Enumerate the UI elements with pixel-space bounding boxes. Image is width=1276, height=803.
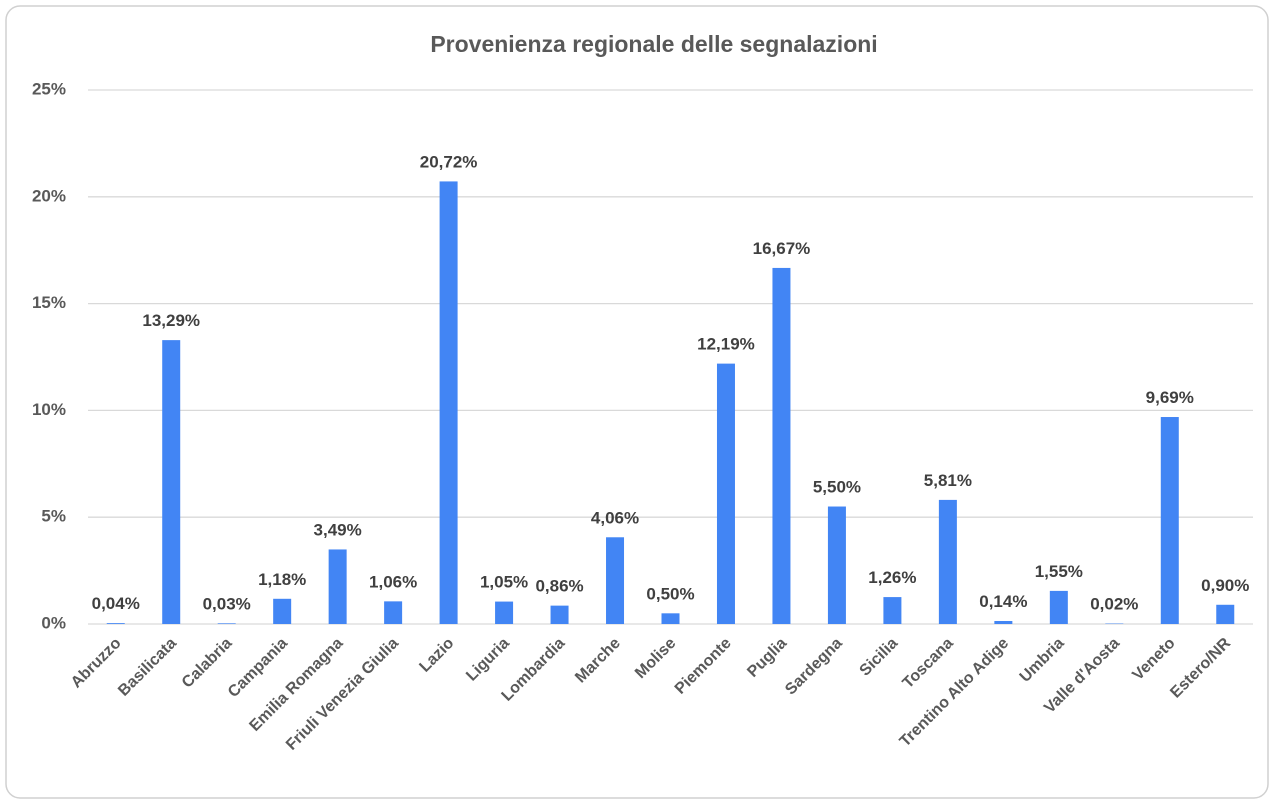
value-label: 1,18% [258,570,306,589]
y-tick-label: 20% [32,186,66,205]
value-label: 1,05% [480,573,528,592]
value-label: 0,90% [1201,576,1249,595]
bar [106,623,125,624]
value-label: 0,02% [1090,595,1138,614]
value-label: 13,29% [142,311,200,330]
value-label: 5,50% [813,478,861,497]
bar [661,613,680,624]
bar [827,506,846,624]
chart-title: Provenienza regionale delle segnalazioni [430,31,877,57]
value-label: 4,06% [591,508,639,527]
bar [384,601,403,624]
value-label: 12,19% [697,335,755,354]
y-tick-label: 25% [32,79,66,98]
bar [217,623,236,624]
value-label: 0,50% [646,584,694,603]
value-label: 5,81% [924,471,972,490]
bar [162,340,181,624]
bar [1160,417,1179,624]
value-label: 0,04% [92,594,140,613]
y-tick-label: 0% [41,613,66,632]
bar [439,181,458,624]
bar [550,605,569,624]
value-label: 1,06% [369,572,417,591]
value-label: 9,69% [1146,388,1194,407]
bar [328,549,347,624]
bar [1049,590,1068,624]
bar [716,363,735,624]
value-label: 1,55% [1035,562,1083,581]
bar [772,267,791,624]
bar [273,598,292,624]
value-label: 16,67% [753,239,811,258]
bar [883,597,902,624]
y-tick-label: 5% [41,507,66,526]
bar [994,621,1013,624]
bar [938,499,957,624]
bar [606,537,625,624]
y-tick-label: 15% [32,293,66,312]
value-label: 0,14% [979,592,1027,611]
bar [495,601,514,624]
value-label: 0,03% [203,594,251,613]
y-tick-label: 10% [32,400,66,419]
value-label: 3,49% [314,520,362,539]
value-label: 0,86% [535,577,583,596]
value-label: 1,26% [868,568,916,587]
value-label: 20,72% [420,152,478,171]
bar [1216,604,1235,624]
